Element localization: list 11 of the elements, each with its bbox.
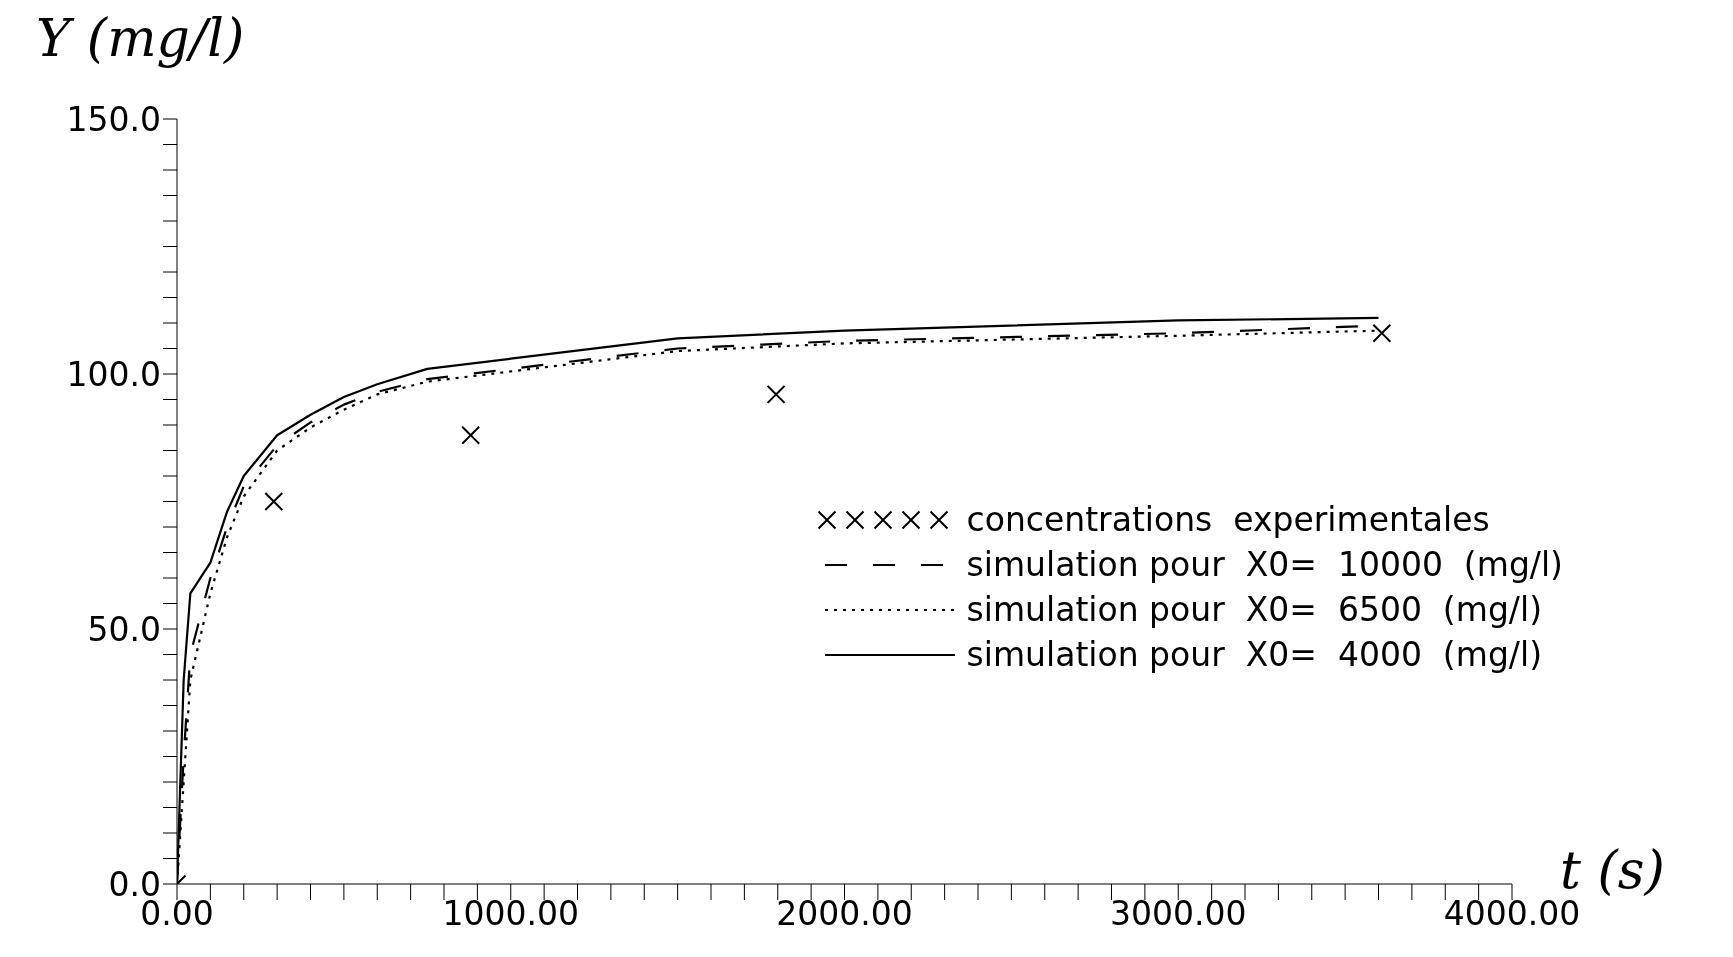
- legend-label: simulation pour X0= 6500 (mg/l): [966, 589, 1542, 631]
- y-tick-label: 100.0: [66, 354, 161, 394]
- x-tick-label: 3000.00: [1110, 894, 1247, 934]
- y-tick-label: 50.0: [87, 609, 161, 649]
- legend-label: simulation pour X0= 4000 (mg/l): [966, 634, 1542, 676]
- x-tick-label: 1000.00: [442, 894, 579, 934]
- legend-label: concentrations experimentales: [966, 499, 1490, 541]
- legend-label: simulation pour X0= 10000 (mg/l): [966, 544, 1563, 586]
- x-tick-label: 2000.00: [776, 894, 913, 934]
- y-axis-title: Y (mg/l): [36, 8, 245, 68]
- y-tick-label: 150.0: [66, 99, 161, 139]
